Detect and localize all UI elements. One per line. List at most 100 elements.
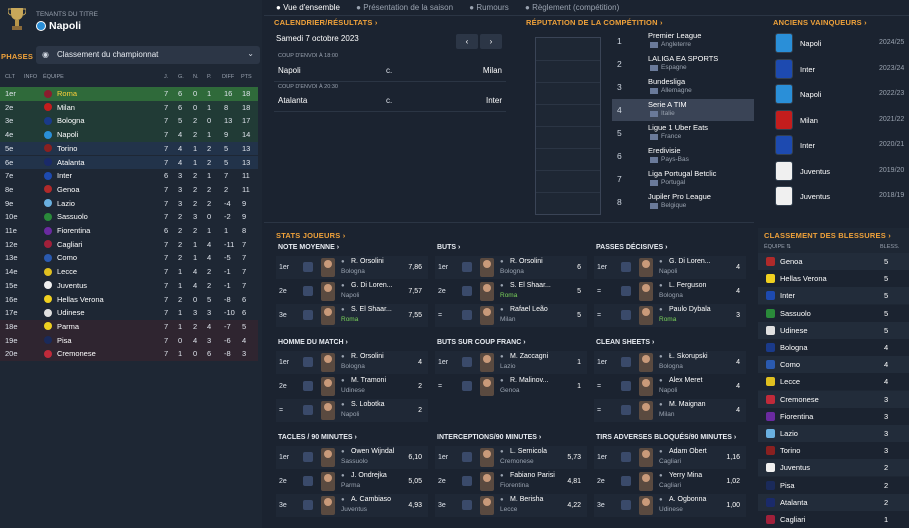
stat-block-title[interactable]: BUTS › [437, 244, 461, 251]
table-team[interactable]: Genoa [57, 184, 80, 194]
winner-team[interactable]: Juventus [800, 166, 831, 176]
winner-row[interactable]: Juventus 2019/20 [773, 160, 909, 184]
player-name[interactable]: L. Ferguson [669, 282, 707, 289]
away-team[interactable]: Inter [485, 96, 502, 105]
player-name[interactable]: S. El Shaar... [351, 306, 392, 313]
reputation-title[interactable]: RÉPUTATION DE LA COMPÉTITION › [526, 18, 663, 27]
player-name[interactable]: M. Tramoni [351, 377, 387, 384]
past-winners-title[interactable]: ANCIENS VAINQUEURS › [773, 18, 867, 27]
injury-row[interactable]: Como 4 [758, 356, 909, 374]
stat-row[interactable]: = ● Alex Meret Napoli 4 [594, 375, 746, 398]
player-name[interactable]: Ł. Skorupski [669, 353, 708, 360]
player-name[interactable]: Yerry Mina [669, 472, 703, 479]
table-team[interactable]: Hellas Verona [57, 294, 104, 304]
tab-rumours[interactable]: ● Rumours [469, 3, 509, 12]
stat-row[interactable]: = ● R. Malinov... Genoa 1 [435, 375, 587, 398]
competition-row[interactable]: 3 Bundesliga Allemagne [612, 76, 754, 98]
player-name[interactable]: Adam Obert [669, 448, 707, 455]
stat-row[interactable]: 1er ● R. Orsolini Bologna 4 [276, 351, 428, 374]
player-name[interactable]: A. Ogbonna [669, 496, 707, 503]
competition-name[interactable]: LALIGA EA SPORTS [648, 54, 719, 63]
competition-name[interactable]: Bundesliga [648, 77, 686, 86]
injury-table-title[interactable]: CLASSEMENT DES BLESSURES › [764, 231, 891, 240]
table-team[interactable]: Sassuolo [57, 212, 88, 222]
winner-row[interactable]: Napoli 2024/25 [773, 32, 909, 56]
winner-row[interactable]: Milan 2021/22 [773, 109, 909, 133]
stat-block-title[interactable]: PASSES DÉCISIVES › [596, 244, 668, 251]
table-team[interactable]: Roma [57, 89, 78, 98]
table-team[interactable]: Cagliari [57, 239, 83, 249]
stat-row[interactable]: 1er ● R. Orsolini Bologna 6 [435, 256, 587, 279]
table-row[interactable]: 6e Atalanta 7 4 1 2 5 13 [0, 155, 258, 170]
table-row[interactable]: 1er Roma 7 6 0 1 16 18 [0, 87, 258, 101]
prev-date-button[interactable]: ‹ [456, 34, 478, 49]
player-name[interactable]: R. Orsolini [351, 353, 384, 360]
table-team[interactable]: Atalanta [57, 157, 85, 167]
competition-name[interactable]: Eredivisie [648, 146, 681, 155]
player-name[interactable]: Fabiano Parisi [510, 472, 555, 479]
stat-row[interactable]: 2e ● S. El Shaar... Roma 5 [435, 280, 587, 303]
winner-row[interactable]: Inter 2023/24 [773, 58, 909, 82]
injury-row[interactable]: Torino 3 [758, 442, 909, 460]
injury-row[interactable]: Cagliari 1 [758, 511, 909, 528]
table-row[interactable]: 12e Cagliari 7 2 1 4 -11 7 [0, 237, 258, 252]
table-row[interactable]: 14e Lecce 7 1 4 2 -1 7 [0, 265, 258, 279]
competition-row[interactable]: 2 LALIGA EA SPORTS Espagne [612, 53, 754, 75]
player-name[interactable]: R. Orsolini [351, 258, 384, 265]
stat-row[interactable]: 1er ● Ł. Skorupski Bologna 4 [594, 351, 746, 374]
table-team[interactable]: Fiorentina [57, 226, 91, 235]
player-name[interactable]: G. Di Loren... [351, 282, 393, 289]
stat-row[interactable]: 2e ● Fabiano Parisi Fiorentina 4,81 [435, 470, 587, 493]
injury-row[interactable]: Fiorentina 3 [758, 407, 909, 425]
stat-row[interactable]: 1er ● Adam Obert Cagliari 1,16 [594, 446, 746, 469]
competition-row[interactable]: 4 Serie A TIM Italie [612, 99, 754, 121]
stat-row[interactable]: = ● S. Lobotka Napoli 2 [276, 399, 428, 422]
table-row[interactable]: 11e Fiorentina 6 2 2 1 1 8 [0, 224, 258, 238]
stat-row[interactable]: = ● M. Maignan Milan 4 [594, 399, 746, 422]
winner-team[interactable]: Inter [800, 64, 816, 74]
player-name[interactable]: Rafael Leão [510, 306, 548, 313]
injury-team[interactable]: Genoa [780, 257, 803, 266]
injury-team[interactable]: Lecce [780, 377, 801, 387]
competition-row[interactable]: 8 Jupiler Pro League Belgique [612, 191, 754, 213]
competition-row[interactable]: 5 Ligue 1 Uber Eats France [612, 122, 754, 144]
injury-row[interactable]: Hellas Verona 5 [758, 270, 909, 288]
next-date-button[interactable]: › [480, 34, 502, 49]
stat-block-title[interactable]: CLEAN SHEETS › [596, 339, 655, 346]
table-team[interactable]: Bologna [57, 116, 85, 126]
player-name[interactable]: Alex Meret [669, 377, 703, 384]
player-name[interactable]: R. Malinov... [510, 377, 549, 384]
table-row[interactable]: 10e Sassuolo 7 2 3 0 -2 9 [0, 210, 258, 224]
table-row[interactable]: 7e Inter 6 3 2 1 7 11 [0, 169, 258, 183]
injury-team[interactable]: Cagliari [780, 515, 806, 524]
competition-name[interactable]: Liga Portugal Betclic [648, 169, 717, 178]
competition-row[interactable]: 6 Eredivisie Pays-Bas [612, 145, 754, 167]
tab-overview[interactable]: ● Vue d'ensemble [276, 3, 340, 12]
injury-row[interactable]: Cremonese 3 [758, 390, 909, 408]
injury-row[interactable]: Pisa 2 [758, 476, 909, 494]
player-name[interactable]: L. Sernicola [510, 448, 547, 455]
player-name[interactable]: M. Maignan [669, 401, 706, 408]
stat-row[interactable]: = ● Rafael Leão Milan 5 [435, 304, 587, 327]
table-team[interactable]: Juventus [57, 280, 88, 290]
injury-row[interactable]: Genoa 5 [758, 253, 909, 270]
injury-row[interactable]: Juventus 2 [758, 459, 909, 477]
injury-team[interactable]: Inter [780, 291, 796, 301]
tab-rules[interactable]: ● Règlement (compétition) [525, 3, 620, 12]
stat-row[interactable]: 2e ● M. Tramoni Udinese 2 [276, 375, 428, 398]
home-team[interactable]: Atalanta [278, 96, 308, 105]
injury-team[interactable]: Udinese [780, 325, 808, 335]
player-name[interactable]: Owen Wijndal [351, 448, 395, 455]
injury-team[interactable]: Sassuolo [780, 308, 811, 318]
injury-row[interactable]: Bologna 4 [758, 339, 909, 356]
winner-team[interactable]: Napoli [800, 39, 822, 48]
competition-name[interactable]: Premier League [648, 31, 702, 40]
injury-row[interactable]: Inter 5 [758, 287, 909, 305]
winner-row[interactable]: Inter 2020/21 [773, 134, 909, 158]
away-team[interactable]: Milan [482, 66, 502, 75]
competition-row[interactable]: 7 Liga Portugal Betclic Portugal [612, 168, 754, 190]
injury-team[interactable]: Bologna [780, 343, 808, 352]
injury-team[interactable]: Juventus [780, 463, 811, 473]
table-team[interactable]: Pisa [57, 335, 72, 345]
winner-team[interactable]: Juventus [800, 192, 831, 201]
